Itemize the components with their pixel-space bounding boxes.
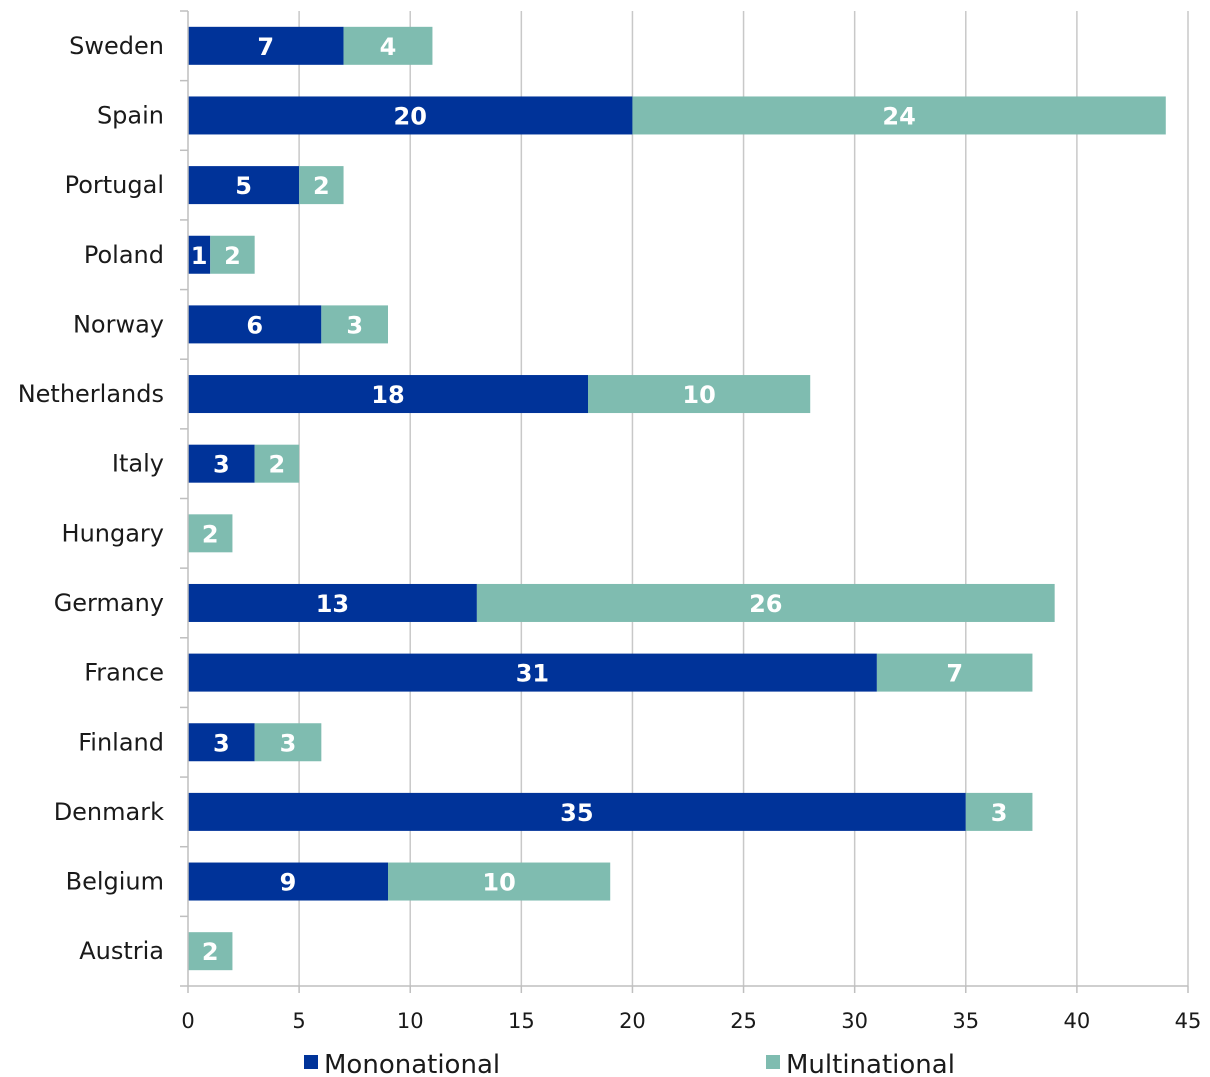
x-tick-label: 35 bbox=[952, 1009, 979, 1033]
data-label: 6 bbox=[246, 311, 263, 339]
category-label: Poland bbox=[84, 241, 164, 269]
data-label: 26 bbox=[749, 590, 782, 618]
bar-mononational bbox=[188, 96, 633, 135]
bar-multinational bbox=[299, 166, 344, 205]
x-tick-label: 5 bbox=[292, 1009, 305, 1033]
x-tick-label: 25 bbox=[730, 1009, 757, 1033]
x-tick-label: 45 bbox=[1175, 1009, 1202, 1033]
bar-multinational bbox=[632, 96, 1166, 135]
data-label: 24 bbox=[882, 102, 915, 130]
data-label: 9 bbox=[280, 869, 297, 897]
data-label: 2 bbox=[202, 520, 219, 548]
bar-multinational bbox=[965, 792, 1033, 831]
bar-mononational bbox=[188, 792, 966, 831]
data-label: 10 bbox=[482, 869, 515, 897]
data-label: 35 bbox=[560, 799, 593, 827]
bar-mononational bbox=[188, 583, 477, 622]
grid-layer bbox=[298, 11, 1189, 986]
x-tick-label: 30 bbox=[841, 1009, 868, 1033]
bar-mononational bbox=[188, 235, 211, 274]
category-label: Spain bbox=[97, 101, 164, 129]
bar-multinational bbox=[343, 26, 433, 65]
bar-layer bbox=[188, 26, 1166, 971]
bar-multinational bbox=[876, 653, 1033, 692]
x-tick-label: 0 bbox=[181, 1009, 194, 1033]
legend-swatch bbox=[304, 1055, 318, 1069]
data-label: 18 bbox=[371, 381, 404, 409]
category-label: France bbox=[84, 659, 164, 687]
bar-mononational bbox=[188, 305, 322, 344]
bar-multinational bbox=[388, 862, 611, 901]
category-label: Belgium bbox=[66, 868, 164, 896]
bar-multinational bbox=[321, 305, 388, 344]
category-label: Finland bbox=[78, 728, 164, 756]
bar-mononational bbox=[188, 166, 300, 205]
bar-mononational bbox=[188, 862, 388, 901]
bar-multinational bbox=[254, 444, 300, 483]
data-label: 31 bbox=[516, 660, 549, 688]
bar-mononational bbox=[188, 653, 877, 692]
axis-layer: 0 5 10 15 20 25 30 35 40 45 bbox=[180, 10, 1202, 1033]
data-label: 7 bbox=[257, 33, 274, 61]
bar-mononational bbox=[188, 26, 344, 65]
data-label: 1 bbox=[191, 242, 208, 270]
data-label: 2 bbox=[313, 172, 330, 200]
category-label: Austria bbox=[79, 937, 164, 965]
bar-multinational bbox=[476, 583, 1055, 622]
data-label: 4 bbox=[380, 33, 397, 61]
bar-mononational bbox=[188, 375, 588, 414]
category-label: Hungary bbox=[62, 519, 164, 547]
data-label: 13 bbox=[316, 590, 349, 618]
legend-swatch bbox=[766, 1055, 780, 1069]
category-label: Netherlands bbox=[18, 380, 164, 408]
data-label: 3 bbox=[213, 729, 230, 757]
data-label: 10 bbox=[682, 381, 715, 409]
category-label: Norway bbox=[73, 310, 164, 338]
data-label: 2 bbox=[202, 938, 219, 966]
category-label: Denmark bbox=[54, 798, 164, 826]
data-label: 2 bbox=[224, 242, 241, 270]
legend-label: Mononational bbox=[324, 1050, 500, 1077]
bar-multinational bbox=[254, 723, 322, 762]
legend: Mononational Multinational bbox=[304, 1050, 955, 1077]
data-label: 3 bbox=[991, 799, 1008, 827]
x-tick-label: 15 bbox=[508, 1009, 535, 1033]
bar-mononational bbox=[188, 723, 255, 762]
bar-multinational bbox=[188, 514, 233, 553]
data-label: 3 bbox=[280, 729, 297, 757]
category-label: Portugal bbox=[65, 171, 164, 199]
data-label: 3 bbox=[213, 451, 230, 479]
bar-multinational bbox=[188, 932, 233, 971]
data-label: 3 bbox=[346, 311, 363, 339]
data-label: 2 bbox=[269, 451, 286, 479]
category-label: Sweden bbox=[69, 32, 164, 60]
legend-label: Multinational bbox=[786, 1050, 955, 1077]
data-label: 5 bbox=[235, 172, 252, 200]
x-tick-label: 10 bbox=[397, 1009, 424, 1033]
bar-mononational bbox=[188, 444, 255, 483]
category-label: Germany bbox=[54, 589, 164, 617]
bar-multinational bbox=[588, 375, 811, 414]
bar-multinational bbox=[210, 235, 255, 274]
data-label: 7 bbox=[946, 660, 963, 688]
data-label: 20 bbox=[394, 102, 427, 130]
category-label: Italy bbox=[112, 450, 164, 478]
x-tick-label: 20 bbox=[619, 1009, 646, 1033]
x-tick-label: 40 bbox=[1064, 1009, 1091, 1033]
